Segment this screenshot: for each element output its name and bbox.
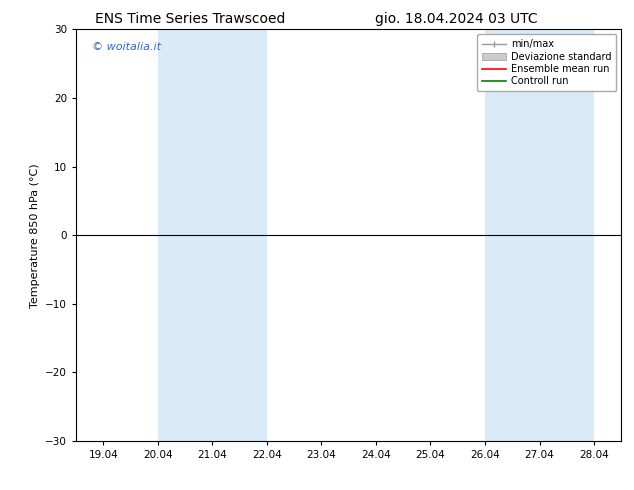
Legend: min/max, Deviazione standard, Ensemble mean run, Controll run: min/max, Deviazione standard, Ensemble m… [477,34,616,91]
Text: gio. 18.04.2024 03 UTC: gio. 18.04.2024 03 UTC [375,12,538,26]
Text: ENS Time Series Trawscoed: ENS Time Series Trawscoed [95,12,285,26]
Y-axis label: Temperature 850 hPa (°C): Temperature 850 hPa (°C) [30,163,39,308]
Text: © woitalia.it: © woitalia.it [93,42,162,52]
Bar [485,29,594,441]
Bar [158,29,267,441]
